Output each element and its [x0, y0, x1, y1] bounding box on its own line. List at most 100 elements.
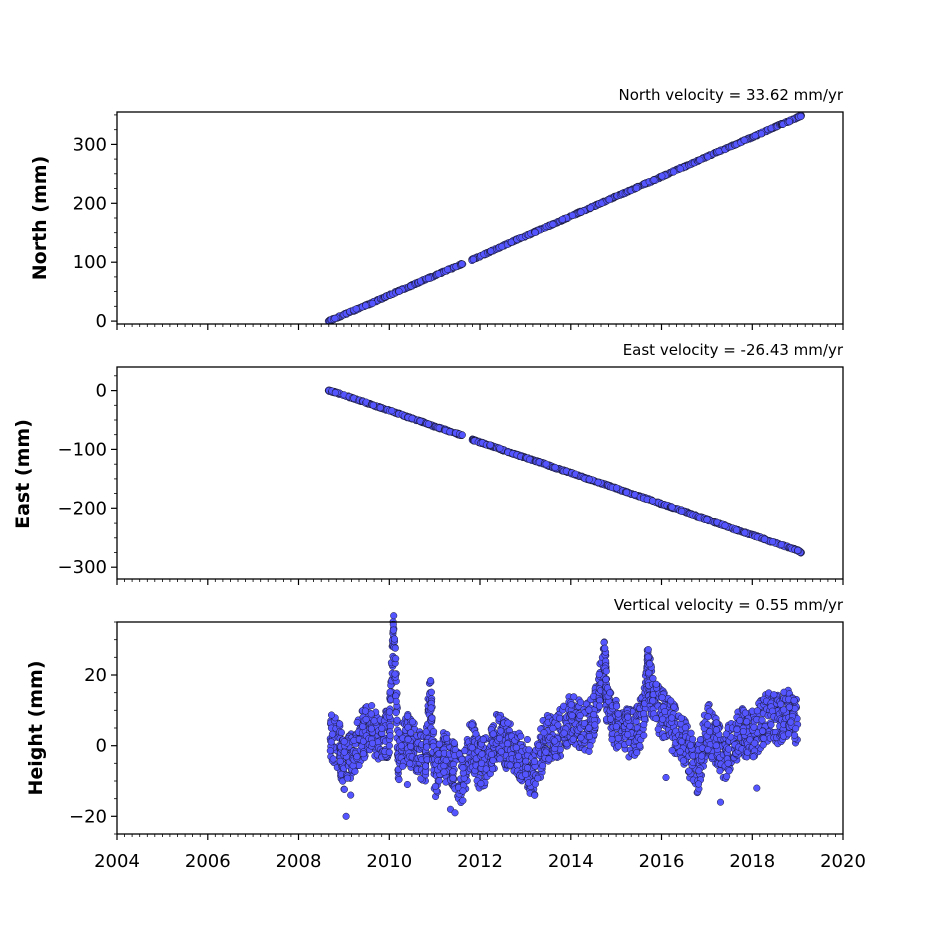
data-point [777, 700, 785, 708]
data-point [367, 725, 375, 733]
data-point [531, 791, 539, 799]
data-point [712, 726, 720, 734]
data-point [469, 255, 477, 264]
data-point [422, 762, 430, 770]
y-tick-label: −300 [58, 557, 107, 578]
data-point [328, 730, 336, 738]
data-point [392, 709, 400, 717]
data-point [676, 748, 684, 756]
data-point [712, 719, 720, 727]
data-point [602, 667, 610, 675]
data-point [594, 478, 602, 486]
data-point [407, 729, 415, 737]
data-point [435, 740, 443, 748]
data-point [721, 521, 729, 529]
data-point [504, 740, 512, 748]
data-point [459, 787, 467, 795]
data-point [712, 742, 720, 750]
data-point [409, 718, 417, 726]
data-point [386, 708, 394, 716]
vertical-velocity-title: Vertical velocity = 0.55 mm/yr [614, 596, 844, 614]
data-point [449, 768, 457, 776]
data-point [679, 757, 687, 765]
data-point [715, 147, 723, 155]
data-point [459, 797, 467, 805]
data-point [695, 767, 703, 775]
data-point [722, 730, 730, 738]
data-point [343, 774, 351, 782]
data-point [472, 730, 480, 738]
data-point [624, 731, 632, 739]
data-point [407, 742, 415, 750]
data-point [633, 748, 641, 757]
data-point [385, 742, 393, 750]
data-point [391, 670, 399, 678]
data-point [787, 718, 795, 726]
data-point [698, 752, 706, 760]
data-point [790, 696, 798, 704]
data-point [601, 644, 609, 652]
data-point [376, 404, 384, 412]
data-point [340, 738, 348, 746]
data-point [739, 727, 747, 736]
data-point [368, 299, 377, 307]
data-point [614, 734, 622, 742]
data-point [570, 693, 578, 701]
data-point [487, 247, 495, 255]
data-point [558, 215, 566, 223]
data-point [577, 698, 585, 706]
data-point [522, 770, 530, 778]
data-point [404, 712, 412, 720]
data-point [496, 755, 504, 763]
data-point [368, 702, 376, 710]
data-point [668, 503, 676, 511]
data-point [614, 710, 622, 718]
y-tick-label: −200 [58, 498, 107, 519]
data-point [395, 287, 403, 295]
data-point [393, 716, 401, 724]
data-point [670, 168, 678, 176]
data-point [736, 717, 744, 725]
data-point [658, 172, 666, 180]
data-point [497, 748, 505, 756]
data-point [340, 785, 348, 793]
data-point [761, 535, 769, 543]
data-point [777, 541, 786, 549]
data-point [459, 764, 467, 772]
data-point [650, 176, 658, 184]
data-point [399, 762, 407, 770]
data-point [614, 742, 622, 750]
data-point [385, 748, 393, 756]
data-point [668, 746, 676, 755]
data-point [741, 529, 749, 537]
data-point [749, 753, 757, 761]
data-point [540, 729, 548, 737]
data-point [327, 711, 336, 719]
data-point [488, 750, 496, 759]
height-axis-label: Height (mm) [25, 660, 47, 795]
north-panel: North velocity = 33.62 mm/yr North (mm) … [29, 86, 844, 332]
data-points [324, 111, 805, 325]
data-point [605, 196, 613, 204]
data-point [670, 703, 678, 711]
data-point [794, 546, 802, 554]
data-point [595, 702, 604, 710]
data-point [479, 735, 487, 743]
data-point [568, 711, 576, 720]
data-point [640, 721, 648, 729]
data-point [703, 516, 711, 524]
data-point [427, 677, 435, 685]
data-point [585, 724, 593, 732]
data-point [636, 742, 644, 750]
data-point [506, 761, 514, 769]
data-point [450, 739, 458, 747]
data-point [369, 401, 377, 409]
data-point [368, 739, 377, 747]
data-point [449, 774, 457, 782]
data-point [706, 728, 714, 736]
north-axis-label: North (mm) [29, 156, 51, 281]
data-point [427, 704, 435, 712]
data-point [678, 507, 686, 515]
data-point [392, 697, 400, 705]
data-point [560, 729, 568, 737]
